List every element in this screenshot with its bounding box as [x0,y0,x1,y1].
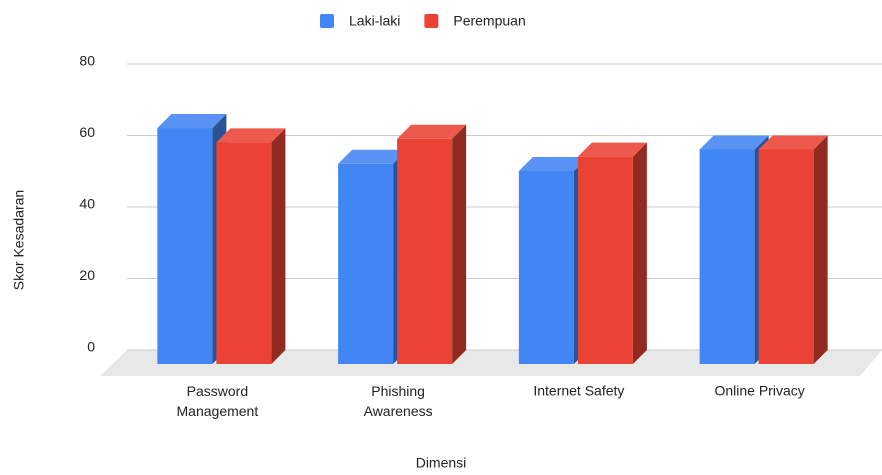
y-tick-label: 20 [79,267,95,283]
bar-front [577,156,633,364]
bar-front [699,149,755,364]
legend-swatch [424,14,439,28]
x-tick-label: Password Management [177,383,259,419]
bar [577,142,647,364]
bar-side [452,124,467,365]
bar-top [758,135,828,150]
bar [157,114,227,364]
bar-side [632,142,647,364]
bar-top [518,156,588,171]
bar-top [216,128,286,143]
bar-top [157,114,227,129]
x-tick-label: Online Privacy [714,383,804,399]
x-tick-label: Internet Safety [533,383,624,399]
bar [338,149,408,364]
bar-front [157,128,213,364]
bar-top [397,124,467,139]
bar [518,156,588,364]
bar-front [758,149,814,364]
bar-side [813,135,828,364]
y-tick-label: 0 [87,339,95,355]
y-tick-label: 40 [79,196,95,212]
bar-side [271,128,286,364]
bar-front [518,170,574,364]
x-tick-label: Phishing Awareness [364,383,433,419]
bar-front [338,163,394,364]
x-axis-title: Dimensi [416,455,467,471]
legend-label: Laki-laki [349,13,400,29]
bar [758,135,828,364]
y-tick-label: 60 [79,124,95,140]
bar-front [397,138,453,364]
bar-front [216,142,272,364]
floor [100,350,882,376]
y-tick-label: 80 [79,53,95,69]
bar [397,124,467,365]
bar-top [338,149,408,164]
y-axis-title: Skor Kesadaran [11,190,27,290]
bar [699,135,769,364]
bar [216,128,286,364]
bar-top [577,142,647,157]
legend-swatch [320,14,334,28]
bar-top [699,135,769,150]
legend-label: Perempuan [453,13,525,29]
